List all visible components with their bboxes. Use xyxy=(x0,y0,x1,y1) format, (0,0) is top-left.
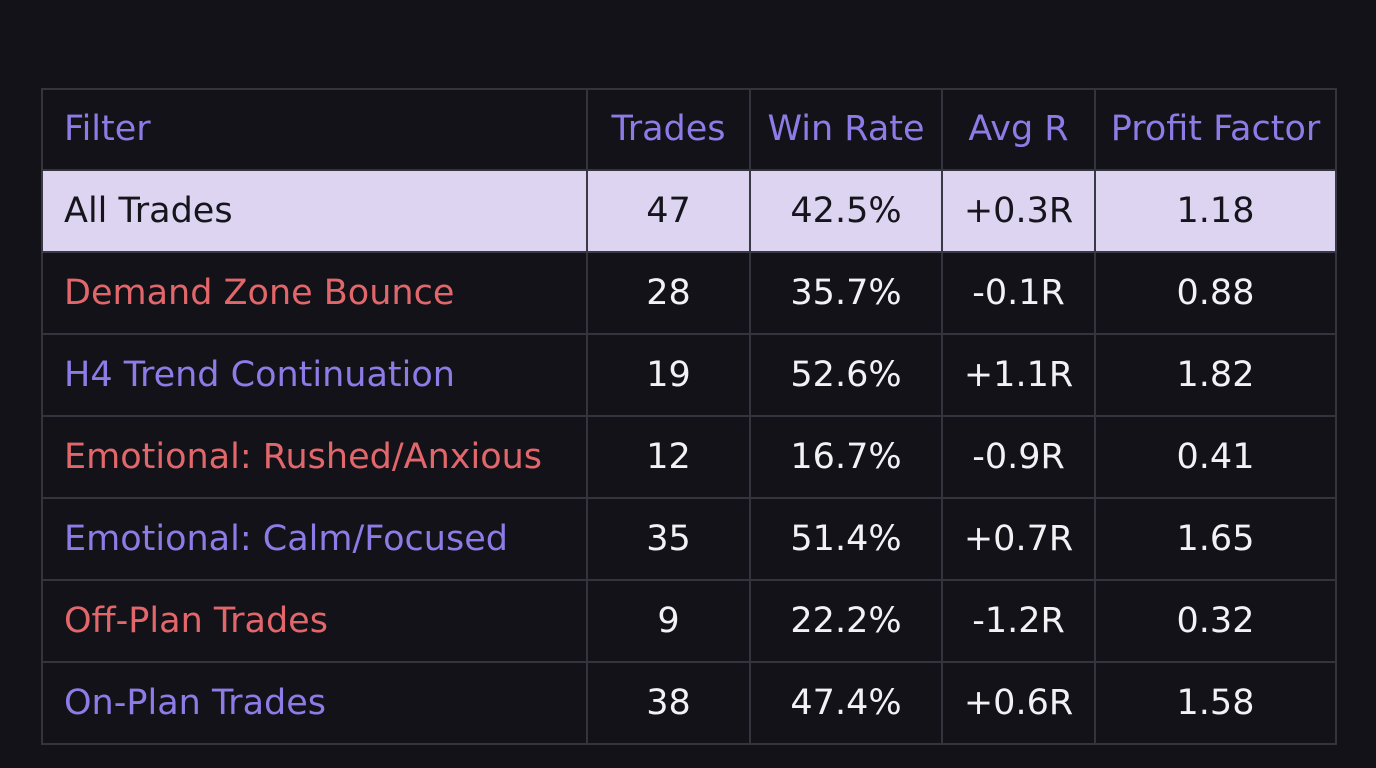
header-profit-factor[interactable]: Profit Factor xyxy=(1094,88,1337,171)
row-trades: 47 xyxy=(586,169,751,253)
row-filter: Demand Zone Bounce xyxy=(41,251,588,335)
table-row[interactable]: H4 Trend Continuation 19 52.6% +1.1R 1.8… xyxy=(41,333,1337,417)
row-trades: 9 xyxy=(586,579,751,663)
row-profit-factor: 1.58 xyxy=(1094,661,1337,745)
table-row[interactable]: Emotional: Rushed/Anxious 12 16.7% -0.9R… xyxy=(41,415,1337,499)
row-win-rate: 22.2% xyxy=(749,579,943,663)
row-avg-r: -0.1R xyxy=(941,251,1096,335)
table-row[interactable]: Demand Zone Bounce 28 35.7% -0.1R 0.88 xyxy=(41,251,1337,335)
row-profit-factor: 0.41 xyxy=(1094,415,1337,499)
table-row[interactable]: All Trades 47 42.5% +0.3R 1.18 xyxy=(41,169,1337,253)
row-win-rate: 42.5% xyxy=(749,169,943,253)
row-win-rate: 47.4% xyxy=(749,661,943,745)
row-trades: 35 xyxy=(586,497,751,581)
row-filter: All Trades xyxy=(41,169,588,253)
row-profit-factor: 1.18 xyxy=(1094,169,1337,253)
header-trades[interactable]: Trades xyxy=(586,88,751,171)
row-avg-r: +0.6R xyxy=(941,661,1096,745)
row-avg-r: -1.2R xyxy=(941,579,1096,663)
trade-stats-table: Filter Trades Win Rate Avg R Profit Fact… xyxy=(41,88,1337,745)
row-filter: H4 Trend Continuation xyxy=(41,333,588,417)
row-filter: Off-Plan Trades xyxy=(41,579,588,663)
row-avg-r: -0.9R xyxy=(941,415,1096,499)
row-win-rate: 51.4% xyxy=(749,497,943,581)
header-win-rate[interactable]: Win Rate xyxy=(749,88,943,171)
row-profit-factor: 0.32 xyxy=(1094,579,1337,663)
row-avg-r: +0.7R xyxy=(941,497,1096,581)
table-row[interactable]: On-Plan Trades 38 47.4% +0.6R 1.58 xyxy=(41,661,1337,745)
row-win-rate: 16.7% xyxy=(749,415,943,499)
row-profit-factor: 1.65 xyxy=(1094,497,1337,581)
row-win-rate: 52.6% xyxy=(749,333,943,417)
row-win-rate: 35.7% xyxy=(749,251,943,335)
row-trades: 28 xyxy=(586,251,751,335)
row-profit-factor: 0.88 xyxy=(1094,251,1337,335)
table-row[interactable]: Off-Plan Trades 9 22.2% -1.2R 0.32 xyxy=(41,579,1337,663)
row-avg-r: +1.1R xyxy=(941,333,1096,417)
row-trades: 19 xyxy=(586,333,751,417)
row-avg-r: +0.3R xyxy=(941,169,1096,253)
row-trades: 12 xyxy=(586,415,751,499)
header-avg-r[interactable]: Avg R xyxy=(941,88,1096,171)
row-filter: Emotional: Rushed/Anxious xyxy=(41,415,588,499)
header-filter[interactable]: Filter xyxy=(41,88,588,171)
table-row[interactable]: Emotional: Calm/Focused 35 51.4% +0.7R 1… xyxy=(41,497,1337,581)
row-filter: On-Plan Trades xyxy=(41,661,588,745)
header-row: Filter Trades Win Rate Avg R Profit Fact… xyxy=(41,88,1337,171)
row-trades: 38 xyxy=(586,661,751,745)
row-filter: Emotional: Calm/Focused xyxy=(41,497,588,581)
row-profit-factor: 1.82 xyxy=(1094,333,1337,417)
